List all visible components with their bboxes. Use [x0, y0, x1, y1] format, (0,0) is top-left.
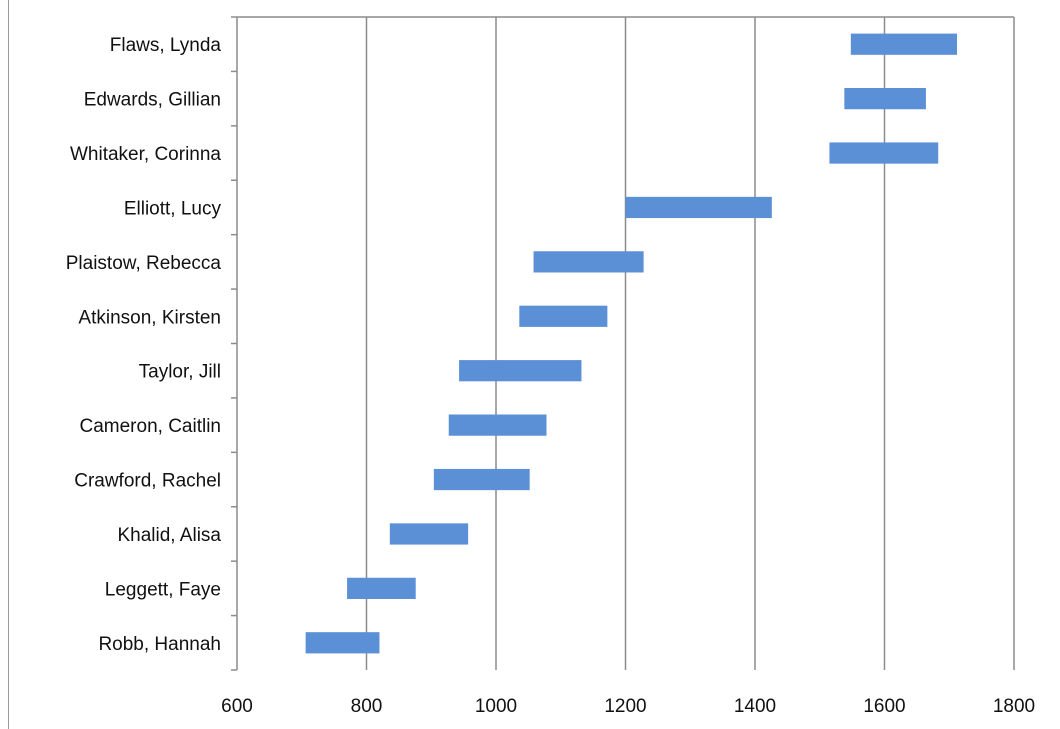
category-label: Crawford, Rachel	[74, 471, 221, 492]
category-label: Atkinson, Kirsten	[78, 307, 221, 328]
gridlines	[365, 17, 1015, 670]
bar-elliott-lucy	[625, 196, 772, 219]
bar-crawford-rachel	[433, 468, 530, 491]
bar-cameron-caitlin	[448, 414, 547, 436]
bar-edwards-gillian	[844, 88, 926, 110]
category-label: Flaws, Lynda	[110, 35, 222, 56]
axes	[231, 16, 1014, 671]
x-tick-label-1600: 1600	[863, 696, 905, 717]
x-tick-labels: 600 800 1000 1200 1400 1600 1800	[221, 696, 1035, 717]
bar-taylor-jill	[459, 360, 582, 382]
bar-whitaker-corinna	[829, 142, 939, 164]
bar-leggett-faye	[347, 577, 416, 599]
category-label: Whitaker, Corinna	[70, 144, 221, 165]
category-label: Cameron, Caitlin	[80, 416, 222, 437]
x-tick-label-1200: 1200	[604, 696, 646, 717]
category-label: Khalid, Alisa	[117, 525, 221, 546]
bar-robb-hannah	[305, 632, 380, 654]
category-label: Robb, Hannah	[98, 634, 221, 655]
bar-plaistow-rebecca	[533, 251, 644, 273]
category-label: Plaistow, Rebecca	[66, 253, 222, 274]
x-tick-label-800: 800	[351, 696, 383, 717]
category-label: Leggett, Faye	[105, 579, 221, 600]
category-label: Elliott, Lucy	[124, 198, 222, 219]
x-tick-label-1400: 1400	[734, 696, 776, 717]
bar-series	[305, 33, 958, 654]
x-tick-label-1800: 1800	[993, 696, 1035, 717]
x-tick-label-1000: 1000	[475, 696, 517, 717]
bar-khalid-alisa	[389, 523, 469, 545]
category-label: Taylor, Jill	[139, 362, 221, 383]
chart-frame-left-border	[8, 0, 9, 729]
category-labels: Flaws, Lynda Edwards, Gillian Whitaker, Co…	[66, 35, 222, 655]
bar-atkinson-kirsten	[519, 305, 608, 327]
category-label: Edwards, Gillian	[84, 90, 221, 111]
x-tick-label-600: 600	[221, 696, 253, 717]
bar-flaws-lynda	[850, 33, 958, 55]
